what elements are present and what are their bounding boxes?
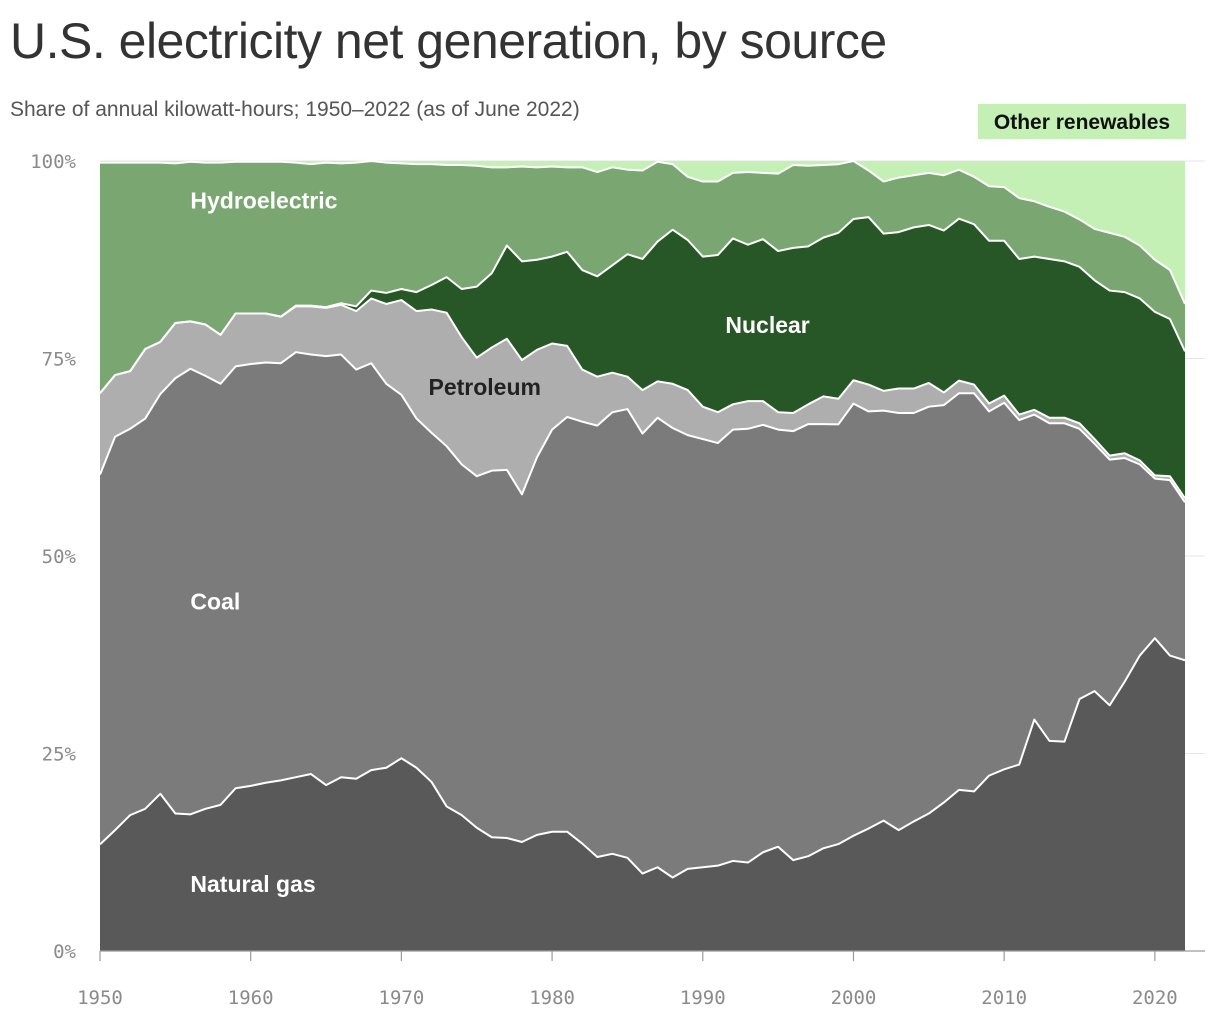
y-tick-label: 75% [42,349,77,371]
area-label-nuclear: Nuclear [725,312,809,338]
legend: Other renewables [978,104,1186,139]
boundary-line-coal [99,351,1186,503]
x-tick-label: 2010 [981,987,1027,1009]
x-tick-label: 2000 [831,987,877,1009]
x-tick-label: 1970 [379,987,425,1009]
area-label-hydroelectric: Hydroelectric [190,187,337,213]
chart-title: U.S. electricity net generation, by sour… [10,13,887,69]
area-hydroelectric [100,161,1185,394]
y-tick-label: 100% [30,151,76,173]
chart-subtitle: Share of annual kilowatt-hours; 1950–202… [10,98,580,121]
y-tick-label: 25% [42,744,77,766]
area-petroleum [100,298,1185,503]
x-tick-label: 1990 [680,987,726,1009]
area-labels: Hydroelectric Nuclear Petroleum Coal Natural… [190,187,809,896]
boundary-line-natural-gas [99,637,1186,879]
legend-label-other-renewables: Other renewables [994,111,1170,134]
legend-swatch-other-renewables [978,104,1186,139]
area-series [99,160,1186,951]
y-tick-label: 0% [53,941,76,963]
area-label-natural-gas: Natural gas [190,871,315,897]
area-label-coal: Coal [190,589,240,615]
boundary-line-hydroelectric [100,160,1186,305]
x-tick-label: 1980 [529,987,575,1009]
area-coal [100,352,1185,878]
area-nuclear [100,217,1185,499]
x-tick-label: 1960 [228,987,274,1009]
area-other-renewables [100,161,1185,304]
x-tick-label: 1950 [77,987,123,1009]
boundary-line-nuclear [99,216,1186,394]
y-tick-label: 50% [42,546,77,568]
area-label-petroleum: Petroleum [429,374,541,400]
x-tick-label: 2020 [1132,987,1178,1009]
axes: 0% 25% 50% 75% 100% 1950 1960 1970 1980 1990 2000 2… [30,151,1205,1009]
area-natural-gas [100,638,1185,951]
